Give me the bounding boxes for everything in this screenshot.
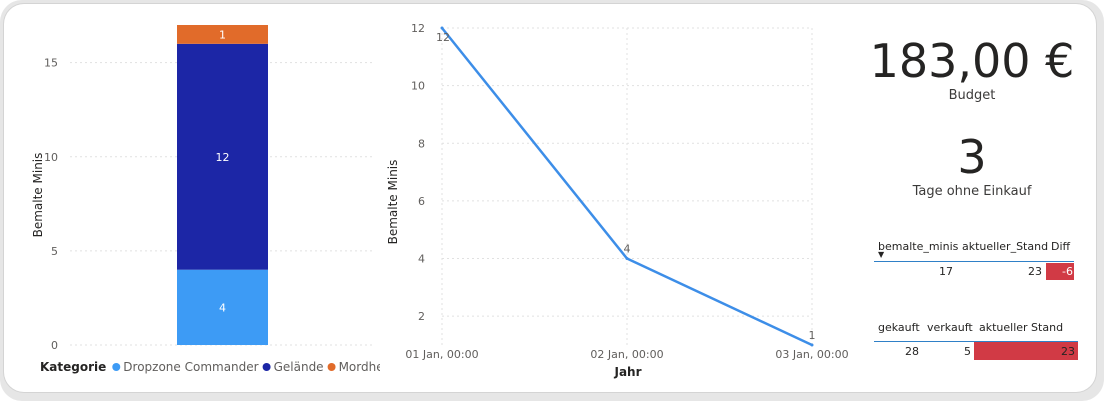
bar-data-label: 4	[219, 301, 226, 314]
table-painted: bemalte_minis aktueller_Stand Diff ▼ 17 …	[874, 238, 1079, 284]
legend-title: Kategorie	[40, 360, 106, 374]
y-tick-label: 6	[418, 195, 425, 208]
cell-diff: -6	[1062, 265, 1073, 278]
days-label: Tage ohne Einkauf	[912, 184, 1032, 199]
cell-aktueller-stand: 23	[1028, 265, 1042, 278]
bar-segment[interactable]	[177, 269, 268, 345]
days-value: 3	[957, 130, 987, 184]
cell-gekauft: 28	[905, 345, 919, 358]
line-chart[interactable]: 2 4 6 8 10 12 01 Jan, 00:00 02 Jan, 00:00 03 Ja…	[380, 14, 850, 386]
y-tick-label: 15	[44, 57, 58, 70]
x-tick-label: 01 Jan, 00:00	[405, 348, 478, 361]
diff-highlight-cell	[1046, 263, 1074, 280]
y-tick-label: 4	[418, 253, 425, 266]
line-series[interactable]: 12 4 1	[436, 26, 816, 347]
stand-highlight-cell	[974, 342, 1078, 360]
series-line[interactable]	[441, 27, 813, 347]
data-point[interactable]	[440, 26, 444, 30]
table-header-divider	[874, 341, 1078, 342]
bar-legend[interactable]: Kategorie Dropzone Commander Gelände Mordhe…	[40, 360, 380, 374]
bar-y-ticks: 0 5 10 15	[44, 57, 58, 352]
budget-label: Budget	[948, 88, 996, 103]
cell-aktueller-stand: 23	[1061, 345, 1075, 358]
column-header-gekauft[interactable]: gekauft	[878, 321, 920, 334]
line-y-axis-title: Bemalte Minis	[386, 160, 400, 245]
column-header-bemalte-minis[interactable]: bemalte_minis	[878, 240, 959, 253]
y-tick-label: 5	[51, 245, 58, 258]
data-label: 12	[436, 31, 450, 44]
line-gridlines	[441, 27, 813, 345]
days-card: 3 Tage ohne Einkauf	[862, 134, 1082, 199]
budget-card: 183,00 € Budget	[862, 38, 1082, 103]
data-point[interactable]	[810, 343, 814, 347]
x-tick-label: 02 Jan, 00:00	[590, 348, 663, 361]
y-tick-label: 10	[44, 151, 58, 164]
column-header-aktueller-stand[interactable]: aktueller_Stand	[962, 240, 1049, 253]
line-x-axis-title: Jahr	[613, 365, 641, 379]
legend-item[interactable]: Mordheim	[339, 360, 380, 374]
bar-segment[interactable]	[177, 43, 268, 270]
stacked-bar-chart[interactable]: 0 5 10 15 Bemalte Minis 4 12 1 Kategorie Dropz…	[20, 20, 380, 382]
legend-marker	[262, 363, 271, 371]
y-tick-label: 2	[418, 310, 425, 323]
x-tick-label: 03 Jan, 00:00	[775, 348, 848, 361]
data-label: 1	[809, 329, 816, 342]
y-tick-label: 0	[51, 339, 58, 352]
bar-y-axis-title: Bemalte Minis	[31, 153, 45, 238]
bar-segments[interactable]: 4 12 1	[177, 25, 268, 345]
data-point[interactable]	[625, 257, 629, 261]
table-purchases: gekauft verkauft aktueller Stand 28 5 23	[874, 320, 1079, 362]
line-y-ticks: 2 4 6 8 10 12	[411, 22, 425, 323]
bar-data-label: 1	[219, 28, 226, 41]
bar-data-label: 12	[216, 151, 230, 164]
column-header-aktueller-stand[interactable]: aktueller Stand	[979, 321, 1064, 334]
bar-segment[interactable]	[177, 25, 268, 44]
y-tick-label: 8	[418, 137, 425, 150]
line-x-ticks: 01 Jan, 00:00 02 Jan, 00:00 03 Jan, 00:00	[405, 348, 848, 361]
legend-item[interactable]: Dropzone Commander	[123, 360, 258, 374]
cell-bemalte-minis: 17	[939, 265, 953, 278]
table-header-divider	[874, 261, 1074, 262]
data-label: 4	[624, 243, 631, 256]
legend-marker	[327, 363, 336, 371]
y-tick-label: 10	[411, 80, 425, 93]
budget-value: 183,00 €	[869, 34, 1075, 88]
legend-marker	[112, 363, 121, 371]
y-tick-label: 12	[411, 22, 425, 35]
legend-item[interactable]: Gelände	[274, 360, 324, 374]
cell-verkauft: 5	[964, 345, 971, 358]
column-header-verkauft[interactable]: verkauft	[927, 321, 973, 334]
column-header-diff[interactable]: Diff	[1051, 240, 1071, 253]
sort-descending-icon[interactable]: ▼	[878, 250, 885, 259]
